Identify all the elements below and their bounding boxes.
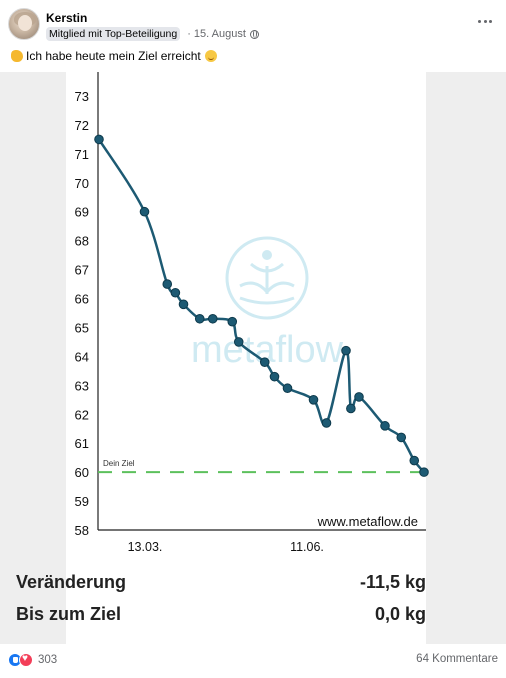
y-tick-label: 61 <box>75 436 89 451</box>
reactions-summary[interactable]: 303 <box>8 653 57 667</box>
flexed-biceps-icon <box>11 50 23 62</box>
data-point <box>139 206 150 217</box>
data-point <box>354 392 364 402</box>
stat-goal: Bis zum Ziel 0,0 kg <box>16 604 426 625</box>
data-point <box>259 357 270 367</box>
post-date[interactable]: 15. August <box>193 28 246 40</box>
data-point <box>178 299 189 310</box>
stat-change-value: -11,5 kg <box>359 572 426 592</box>
y-tick-label: 67 <box>75 263 89 278</box>
post-meta: Mitglied mit Top-Beteiligung · 15. Augus… <box>46 26 259 42</box>
data-point <box>194 313 205 324</box>
data-point <box>380 421 390 431</box>
post-header: Kerstin Mitglied mit Top-Beteiligung · 1… <box>0 0 506 46</box>
data-point <box>346 403 356 414</box>
data-point <box>419 467 429 477</box>
y-tick-label: 71 <box>75 147 89 162</box>
reaction-count: 303 <box>38 654 58 666</box>
y-tick-label: 68 <box>75 234 89 249</box>
y-tick-label: 73 <box>75 89 89 104</box>
post-photo[interactable]: metaflow 73 72 71 70 69 68 67 66 65 64 63 62 61 60 59 5… <box>0 72 506 644</box>
stat-change-label: Veränderung <box>16 572 127 592</box>
love-icon <box>19 653 33 667</box>
member-badge[interactable]: Mitglied mit Top-Beteiligung <box>46 27 181 41</box>
y-tick-label: 60 <box>75 465 89 480</box>
data-point <box>233 337 244 347</box>
more-options-button[interactable] <box>478 18 492 24</box>
photo-canvas <box>66 72 426 644</box>
data-point <box>308 395 319 405</box>
data-point <box>207 313 218 324</box>
post-message: Ich habe heute mein Ziel erreicht <box>26 49 201 63</box>
data-point <box>396 432 407 443</box>
y-tick-label: 58 <box>75 523 89 538</box>
avatar[interactable] <box>8 8 40 40</box>
data-point <box>162 279 173 289</box>
source-label: www.metaflow.de <box>317 514 418 529</box>
y-tick-label: 64 <box>75 349 89 364</box>
globe-icon <box>249 29 259 39</box>
data-point <box>409 455 420 466</box>
post-text: Ich habe heute mein Ziel erreicht <box>8 49 220 63</box>
y-tick-label: 59 <box>75 494 89 509</box>
x-tick-label: 11.06. <box>290 540 324 554</box>
author-name[interactable]: Kerstin <box>46 11 88 25</box>
y-tick-label: 72 <box>75 118 89 133</box>
comments-link[interactable]: 64 Kommentare <box>416 653 498 665</box>
data-point <box>94 134 104 145</box>
post-footer: 303 64 Kommentare <box>0 646 506 676</box>
y-tick-label: 66 <box>75 292 89 307</box>
y-tick-label: 69 <box>75 205 89 220</box>
data-point <box>269 371 280 382</box>
y-tick-label: 63 <box>75 378 89 393</box>
data-point <box>321 418 332 428</box>
data-point <box>227 316 238 327</box>
watermark-logo: metaflow <box>191 236 344 371</box>
meta-separator: · <box>187 28 191 40</box>
stat-goal-value: 0,0 kg <box>374 604 426 624</box>
goal-label: Dein Ziel <box>103 459 135 468</box>
y-tick-label: 70 <box>75 176 89 191</box>
more-dots-icon <box>478 19 481 23</box>
data-point <box>170 287 181 298</box>
smiling-face-with-hearts-icon <box>204 50 217 62</box>
x-tick-label: 13.03. <box>128 540 163 554</box>
data-point <box>341 345 351 356</box>
y-tick-label: 62 <box>75 407 89 422</box>
stat-goal-label: Bis zum Ziel <box>16 604 122 624</box>
data-point <box>282 383 293 394</box>
weight-series-line <box>97 138 425 473</box>
y-tick-label: 65 <box>75 320 89 335</box>
weight-chart: metaflow 73 72 71 70 69 68 67 66 65 64 63 62 61 60 59 5… <box>75 72 429 554</box>
stat-change: Veränderung -11,5 kg <box>16 572 426 593</box>
